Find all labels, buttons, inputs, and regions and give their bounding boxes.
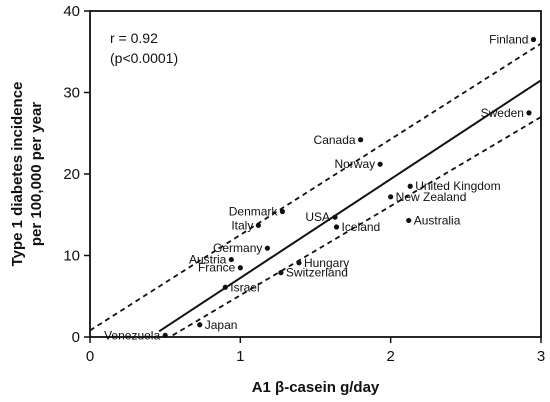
point-label: Germany — [213, 241, 262, 255]
data-point — [377, 161, 383, 167]
axis-titles: A1 β-casein g/day Type 1 diabetes inciden… — [9, 82, 380, 396]
y-tick-label: 20 — [63, 166, 80, 183]
data-point — [333, 224, 340, 230]
y-tick-label: 0 — [72, 329, 80, 346]
x-tick-label: 1 — [236, 348, 244, 365]
data-point — [228, 256, 234, 263]
point-label: Canada — [314, 133, 356, 147]
correlation-label: r = 0.92 — [110, 30, 158, 46]
point-label: Hungary — [304, 256, 349, 270]
point-label: Denmark — [229, 204, 279, 218]
point-label: Sweden — [481, 106, 524, 120]
data-point — [197, 322, 203, 328]
data-point — [406, 217, 412, 224]
annotations: r = 0.92 (p<0.0001) — [110, 30, 178, 66]
p-value-label: (p<0.0001) — [110, 50, 178, 66]
x-tick-label: 3 — [537, 348, 545, 365]
data-point — [222, 284, 228, 290]
y-tick-label: 40 — [63, 3, 80, 20]
data-point — [162, 332, 168, 338]
regression-line — [158, 79, 541, 333]
point-label: Australia — [414, 213, 461, 227]
x-tick-label: 2 — [386, 348, 394, 365]
point-label: Austria — [189, 253, 227, 267]
data-point — [388, 194, 394, 200]
data-point — [279, 208, 286, 215]
point-label: France — [198, 261, 236, 275]
y-tick-label: 10 — [63, 248, 80, 265]
y-axis-title-line: per 100,000 per year — [28, 102, 45, 246]
data-point — [407, 183, 413, 189]
data-point — [278, 270, 284, 276]
data-point — [332, 214, 338, 220]
data-points: Finland Sweden Canada Norway United KingdomN… — [104, 33, 537, 342]
data-point — [530, 36, 537, 43]
data-point — [296, 260, 302, 266]
x-axis-title: A1 β-casein g/day — [252, 379, 380, 396]
point-label: Switzerland — [286, 266, 348, 280]
point-label: Norway — [334, 157, 375, 171]
data-point — [255, 222, 261, 228]
point-label: Italy — [231, 218, 253, 232]
data-point — [526, 110, 532, 116]
point-label: Israel — [230, 280, 259, 294]
point-label: New Zealand — [396, 190, 467, 204]
point-label: United Kingdom — [415, 179, 500, 193]
x-tick-label: 0 — [86, 348, 94, 365]
data-point — [264, 245, 270, 251]
point-label: Iceland — [342, 220, 381, 234]
y-tick-label: 30 — [63, 85, 80, 102]
y-axis-title-line: Type 1 diabetes incidence — [9, 82, 26, 267]
data-point — [237, 265, 243, 271]
point-label: Finland — [489, 33, 528, 47]
fit-lines — [90, 42, 541, 337]
point-label: Venezuela — [104, 328, 160, 342]
data-point — [358, 137, 364, 143]
ci-upper-line — [90, 42, 541, 332]
point-label: Japan — [205, 318, 238, 332]
point-label: USA — [305, 210, 330, 224]
